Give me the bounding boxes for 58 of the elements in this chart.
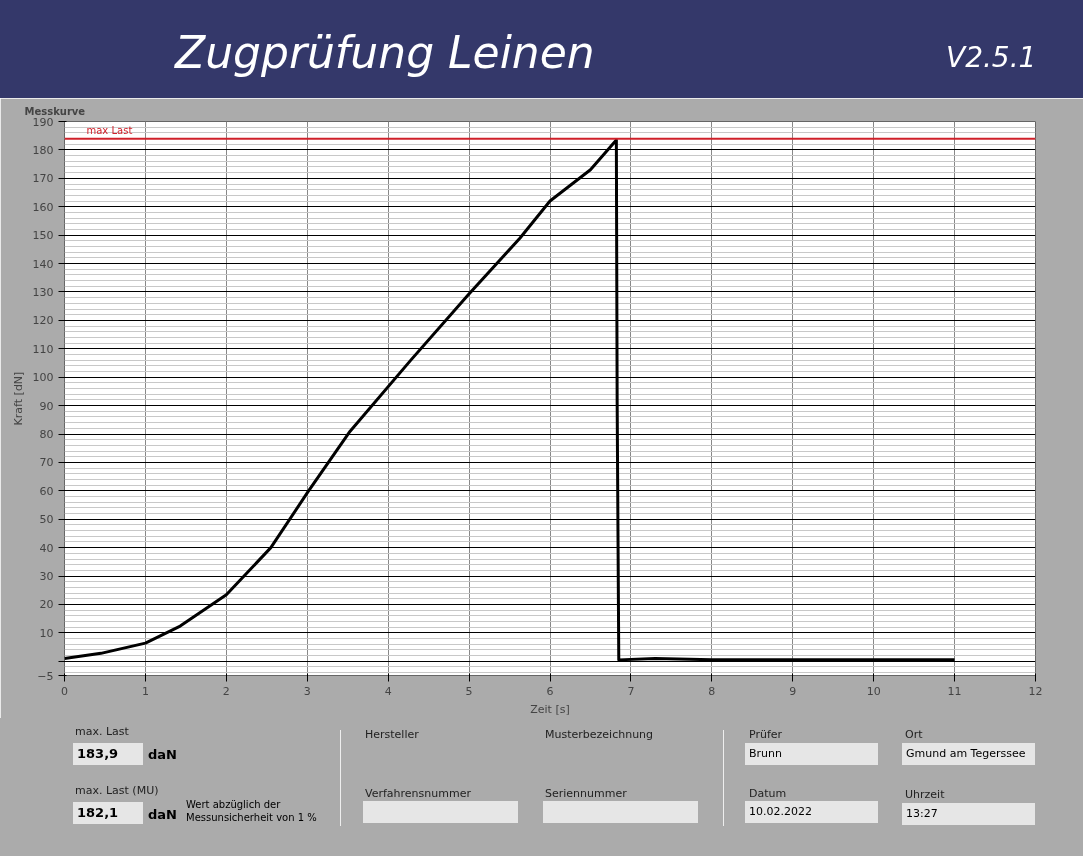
y-tick-label: 170 <box>32 172 54 186</box>
text: 10.02.2022 <box>745 801 878 823</box>
y-tick-label: 180 <box>32 143 54 157</box>
y-tick-label: 130 <box>32 285 54 299</box>
x-tick-label: 3 <box>303 684 311 698</box>
x-tick-label: 4 <box>384 684 392 698</box>
text: Musterbezeichnung <box>545 727 654 743</box>
x-tick-label: 11 <box>947 684 962 698</box>
y-tick-label: 90 <box>39 399 54 413</box>
text: daN <box>148 746 177 764</box>
x-tick-label: 9 <box>789 684 797 698</box>
text: 182,1 <box>73 802 143 824</box>
text: Gmund am Tegerssee <box>902 743 1035 765</box>
y-tick-label: 30 <box>39 570 54 584</box>
x-tick-label: 5 <box>465 684 473 698</box>
y-tick-label: 10 <box>39 626 54 640</box>
y-tick-label: 110 <box>32 342 54 356</box>
y-tick-label: 80 <box>39 428 54 442</box>
text: 13:27 <box>902 803 1035 825</box>
y-tick-label: −5 <box>37 669 54 683</box>
x-tick-label: 8 <box>708 684 716 698</box>
y-tick-label: 40 <box>39 541 54 555</box>
y-axis-title: Kraft [dN] <box>11 371 25 426</box>
x-tick-label: 0 <box>61 684 68 698</box>
x-tick-label: 2 <box>222 684 230 698</box>
text: Wert abzüglich der Messunsicherheit von 1 % <box>186 798 318 824</box>
y-tick-label: 190 <box>32 115 54 129</box>
text: Uhrzeit <box>905 787 945 803</box>
x-axis-title: Zeit [s] <box>530 702 570 716</box>
text: Datum <box>749 786 787 802</box>
x-tick-label: 6 <box>546 684 554 698</box>
text: Seriennummer <box>545 786 627 802</box>
y-tick-label: 60 <box>39 484 54 498</box>
y-tick-label: 150 <box>32 229 54 243</box>
text: max. Last <box>75 724 129 740</box>
x-tick-label: 1 <box>141 684 149 698</box>
text: Messkurve <box>24 105 86 117</box>
y-tick-label: 160 <box>32 200 54 214</box>
text: max. Last (MU) <box>75 783 159 799</box>
y-tick-label: 20 <box>39 598 54 612</box>
text: 183,9 <box>73 743 143 765</box>
chart-title: Zugprüfung Leinen <box>175 26 595 80</box>
y-tick-label: 120 <box>32 314 54 328</box>
ref-line-label: max Last <box>86 124 133 136</box>
text: Hersteller <box>365 727 419 743</box>
y-tick-label: 100 <box>32 371 54 385</box>
x-tick-label: 10 <box>866 684 881 698</box>
text: Brunn <box>745 743 878 765</box>
text: Ort <box>905 727 923 743</box>
y-tick-label: 50 <box>39 513 54 527</box>
chart-subtitle: V2.5.1 <box>946 40 1037 76</box>
y-tick-label: 70 <box>39 456 54 470</box>
text: Verfahrensnummer <box>365 786 471 802</box>
x-tick-label: 7 <box>627 684 635 698</box>
x-tick-label: 12 <box>1028 684 1043 698</box>
y-tick-label: 140 <box>32 257 54 271</box>
text: daN <box>148 806 177 824</box>
text: Prüfer <box>749 727 783 743</box>
